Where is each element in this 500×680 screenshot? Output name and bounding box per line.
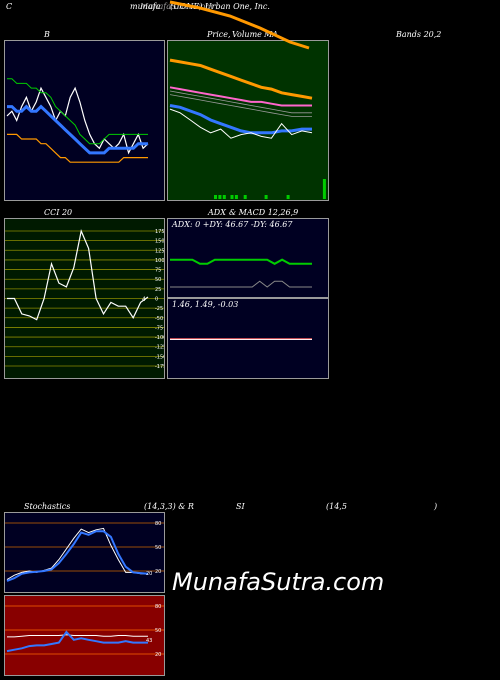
bollinger-series-1 (7, 104, 148, 155)
stoch-tick-label: 80 (155, 521, 161, 527)
cci-tick-label: 0 (155, 297, 158, 303)
cci-tick-label: -50 (155, 316, 163, 322)
cci-tick-label: -175 (155, 364, 164, 370)
macd-values: 1.46, 1.49, -0.03 (172, 300, 239, 309)
watermark: MunafaSutra.com (172, 568, 385, 596)
cci-tick-label: 175 (155, 229, 164, 235)
volume-bar (243, 195, 247, 199)
cci-tick-label: 25 (155, 287, 161, 293)
rsi-last-label: 43 (146, 638, 152, 644)
price-ma-overflow-line (169, 0, 310, 50)
stoch-params: (14,3,3) & R (144, 502, 194, 511)
cci-tick-label: 150 (155, 239, 164, 245)
cci-tick-label: -25 (155, 306, 163, 312)
volume-title: Volume (232, 30, 262, 39)
stoch-tick-label: 20 (155, 569, 161, 575)
cci-chart: 175 150 125 100 75 50 25 0 -25 -50 -75 -100 -125 -150… (5, 228, 164, 370)
stoch-d-line (6, 530, 149, 582)
macd-title: & MACD 12,26,9 (229, 208, 299, 217)
price-series-1 (169, 86, 312, 107)
cci-line (7, 228, 149, 321)
rsi-line (7, 634, 148, 638)
volume-bar (286, 195, 290, 199)
cci-tick-label: 100 (155, 258, 164, 264)
rsi-close: ) (434, 502, 438, 511)
price-series-2 (169, 104, 312, 135)
cci-tick-label: -75 (155, 325, 163, 331)
stoch-last-label: 20 (146, 571, 152, 577)
stoch-panel: 80 50 20 20 (4, 512, 165, 593)
volume-bar (230, 195, 234, 199)
volume-bar (222, 195, 226, 199)
si-title: SI (236, 502, 245, 511)
bollinger-chart (6, 78, 149, 163)
volume-bar (264, 195, 268, 199)
rsi-chart: 80 50 20 43 (5, 604, 164, 658)
cci-tick-label: -100 (155, 335, 164, 341)
adx-title: ADX (208, 208, 226, 217)
macd-chart (170, 338, 312, 341)
adx-dy-line (170, 280, 312, 288)
volume-bar (234, 195, 238, 199)
price-ma-grey-2 (169, 94, 312, 117)
cci-tick-label: -150 (155, 354, 164, 360)
stoch-tick-label: 50 (155, 545, 161, 551)
cci-tick-label: 75 (155, 268, 161, 274)
adx-panel: ADX: 0 +DY: 46.67 -DY: 46.67 (167, 218, 329, 298)
price-panel (167, 40, 329, 201)
volume-bar (218, 195, 222, 199)
price-ma-grey-1 (169, 90, 312, 114)
rsi-tick-label: 80 (155, 604, 161, 610)
rsi-tick-label: 50 (155, 628, 161, 634)
macd-panel: 1.46, 1.49, -0.03 (167, 298, 329, 379)
price-series-0 (169, 58, 313, 100)
cci-last-label: 4 (142, 296, 146, 303)
rsi-params: (14,5 (326, 502, 347, 511)
bollinger-title: B (44, 30, 50, 39)
cci-tick-label: 50 (155, 277, 161, 283)
title-overlap: MunafaSutra.com (140, 2, 213, 11)
rsi-panel: 80 50 20 43 (4, 595, 165, 676)
volume-bar (214, 195, 217, 199)
stoch-title: Stochastics (24, 502, 71, 511)
bollinger-panel (4, 40, 165, 201)
price-ma-overflow (169, 0, 310, 50)
adx-values: ADX: 0 +DY: 46.67 -DY: 46.67 (172, 220, 293, 229)
page-title: (UONE) Urban One, Inc. (170, 2, 270, 11)
cci-tick-label: -125 (155, 345, 164, 351)
bollinger-series-3 (7, 133, 148, 163)
price-title: Price, (207, 30, 231, 39)
price-series-3 (169, 108, 313, 139)
price-chart (169, 58, 326, 199)
rsi-tick-label: 20 (155, 652, 161, 658)
bollinger-series-2 (7, 78, 148, 145)
adx-chart (170, 258, 312, 288)
cci-panel: 175 150 125 100 75 50 25 0 -25 -50 -75 -100 -125 -150… (4, 218, 165, 379)
stoch-k-line (6, 527, 148, 580)
cci-tick-label: 125 (155, 248, 164, 254)
cci-title: CCI 20 (44, 208, 73, 217)
rsi-mfi-line (6, 630, 148, 653)
adx-line (170, 258, 312, 265)
title-top: munafa (130, 2, 161, 11)
bands-title: Bands 20,2 (396, 30, 442, 39)
volume-bar (322, 179, 326, 199)
corner-label: C (6, 2, 13, 11)
